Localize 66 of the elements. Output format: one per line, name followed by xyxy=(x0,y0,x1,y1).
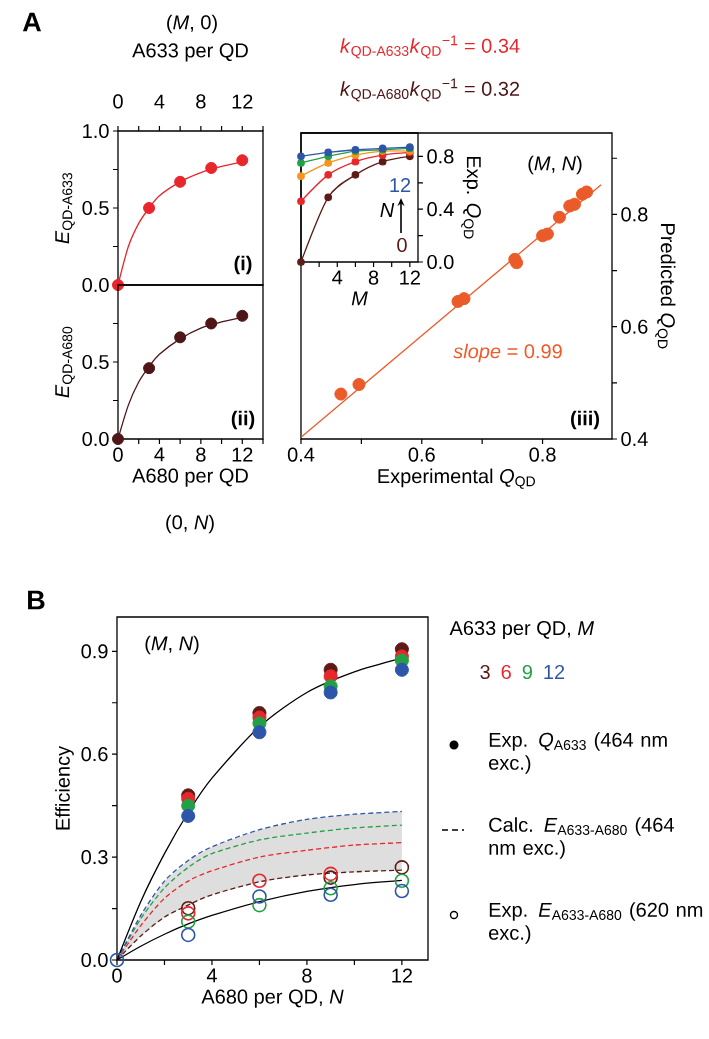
y-tick-label: 0.9 xyxy=(81,644,108,659)
y2-tick-label: 0.0 xyxy=(427,254,454,270)
y-tick-label: 0.5 xyxy=(82,354,109,370)
text: 6 xyxy=(501,664,511,680)
x-tick-label: 8 xyxy=(368,270,379,285)
text: (0, N) xyxy=(166,514,214,534)
x-tick-label: 0.6 xyxy=(408,447,435,462)
y2-axis-title: Predicted Q$_{QD}$ xyxy=(655,224,676,349)
x-axis-title: A680 per QD, N xyxy=(201,989,344,1008)
x-tick-label: 0 xyxy=(112,968,122,983)
y2-tick-label: 0.6 xyxy=(621,319,648,334)
y2-tick-label: 0.8 xyxy=(427,149,454,164)
x-tick-label: 12 xyxy=(392,968,412,983)
x-tick-label: 4 xyxy=(154,447,165,462)
y2-tick-label: 0.8 xyxy=(621,207,648,222)
series-label: 12 xyxy=(390,178,411,192)
text: Exp. E$_{A633-A680}$ (620 nm exc.) xyxy=(489,902,703,944)
y-tick-label: 0.0 xyxy=(82,277,109,293)
text: 3 xyxy=(480,664,490,680)
x-tick-label: 0 xyxy=(113,447,123,462)
text: 9 xyxy=(522,664,532,680)
x-tick-label: 4 xyxy=(206,968,217,983)
y-axis-title: E$_{QD-A680}$ xyxy=(55,326,75,398)
y2-tick-label: 0.4 xyxy=(621,431,648,447)
y-axis-title: E$_{QD-A633}$ xyxy=(55,172,75,244)
text: 12 xyxy=(544,664,565,679)
annotation: (M, N) xyxy=(528,155,582,175)
chart-title: B xyxy=(28,590,45,610)
x-tick-label: 0.4 xyxy=(287,447,315,462)
annotation: slope = 0.99 xyxy=(453,343,562,363)
text: 0 xyxy=(397,237,407,253)
y-tick-label: 0.0 xyxy=(81,952,108,968)
y-tick-label: 1.0 xyxy=(83,123,109,139)
text: (M, 0) xyxy=(167,14,217,34)
x-axis-title: A633 per QD xyxy=(132,43,248,62)
y-tick-label: 0.0 xyxy=(82,431,109,447)
x-tick-label: 12 xyxy=(232,94,253,109)
y-tick-label: 0.3 xyxy=(81,850,108,865)
x-tick-label: 4 xyxy=(332,270,343,285)
x-axis-title: M xyxy=(351,291,368,306)
text: k$_{QD-A633}$k$_{QD}$$^{−1}$ = 0.34 xyxy=(340,35,520,59)
x-axis-title: A680 per QD xyxy=(132,468,248,487)
x-tick-label: 8 xyxy=(196,447,206,462)
text: Calc. E$_{A633-A680}$ (464 nm exc.) xyxy=(489,817,674,859)
y2-tick-label: 0.4 xyxy=(427,202,454,217)
y2-axis-title: Exp. Q$_{QD}$ xyxy=(461,156,481,239)
x-tick-label: 0.8 xyxy=(529,447,556,462)
x-axis-title: Experimental Q$_{QD}$ xyxy=(378,468,535,489)
legend-title: A633 per QD, M xyxy=(449,620,595,640)
annotation: (ii) xyxy=(231,410,255,430)
x-tick-label: 12 xyxy=(400,270,420,285)
x-tick-label: 8 xyxy=(302,968,312,983)
y-axis-title: Efficiency xyxy=(55,745,74,830)
x-tick-label: 0 xyxy=(113,94,123,109)
annotation: (iii) xyxy=(571,410,599,430)
text: Exp. Q$_{A633}$ (464 nm exc.) xyxy=(489,732,667,774)
annotation: (M, N) xyxy=(145,635,199,655)
x-tick-label: 12 xyxy=(232,447,253,462)
annotation: N xyxy=(380,203,395,217)
x-tick-label: 8 xyxy=(196,94,206,109)
y-tick-label: 0.5 xyxy=(82,200,109,216)
y-tick-label: 0.6 xyxy=(81,747,108,762)
text: k$_{QD-A680}$k$_{QD}$$^{−1}$ = 0.32 xyxy=(340,78,520,102)
chart-title: A xyxy=(22,12,42,32)
x-tick-label: 4 xyxy=(154,94,165,109)
annotation: (i) xyxy=(234,255,252,275)
